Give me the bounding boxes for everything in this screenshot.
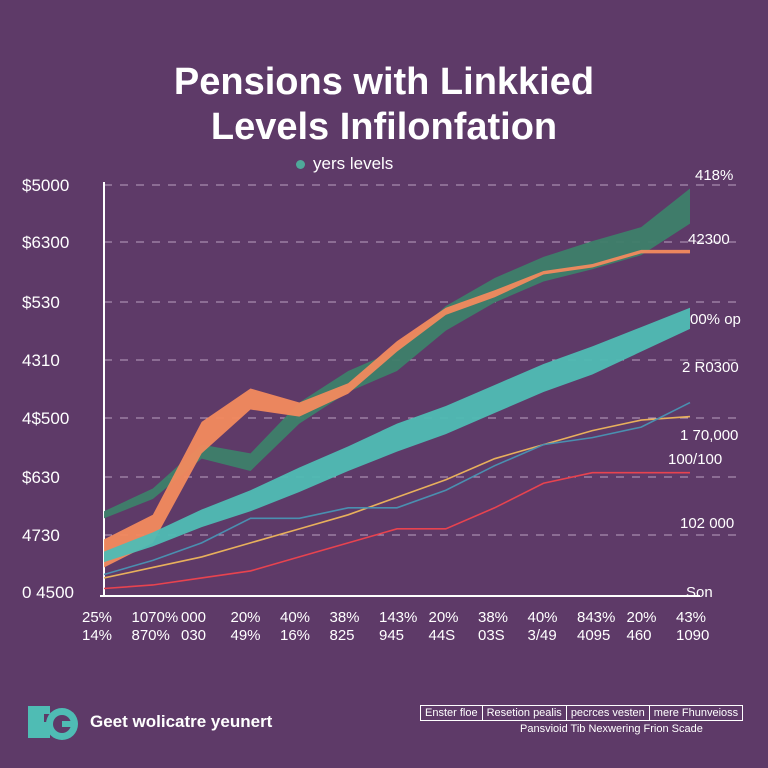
x-tick-label: 14%: [82, 627, 112, 644]
x-tick-label: 1070%: [132, 609, 179, 626]
footer-box-item: mere Fhunveioss: [653, 707, 739, 719]
right-label: 100/100: [668, 451, 722, 468]
footer-subtext: Pansvioid Tib Nexwering Frion Scade: [520, 723, 703, 735]
x-tick-label: 460: [627, 627, 652, 644]
chart-title-line-2: Levels Infilonfation: [210, 106, 558, 148]
x-tick-label: 49%: [231, 627, 261, 644]
logo-text: Geet wolicatre yeunert: [90, 712, 273, 731]
x-tick-label: 030: [181, 627, 206, 644]
y-tick-label: 4310: [22, 351, 60, 370]
footer-box-item: Resetion pealis: [483, 706, 567, 720]
right-label: 418%: [695, 167, 733, 184]
y-tick-label: 4$500: [22, 409, 69, 428]
x-tick-label: 870%: [132, 627, 170, 644]
series-line-red: [103, 471, 690, 590]
x-tick-label: 3/49: [528, 627, 557, 644]
y-tick-label: $630: [22, 468, 60, 487]
right-label: 42300: [688, 231, 730, 248]
y-tick-label: 0 4500: [22, 583, 74, 602]
legend: yers levels: [296, 154, 393, 174]
footer-box-item: Enster floe: [421, 706, 483, 720]
x-tick-label: 43%: [676, 609, 706, 626]
x-tick-label: 16%: [280, 627, 310, 644]
series-line-yellow: [103, 415, 691, 579]
legend-dot-icon: [296, 159, 305, 169]
y-tick-label: 4730: [22, 526, 60, 545]
y-tick-label: $530: [22, 293, 60, 312]
right-label: 1 70,000: [680, 427, 738, 444]
series-line-blue: [103, 401, 691, 576]
x-tick-label: 44S: [429, 627, 456, 644]
x-tick-label: 20%: [429, 609, 459, 626]
x-tick-label: 000: [181, 609, 206, 626]
right-label: 2 R0300: [682, 359, 739, 376]
x-tick-label: 25%: [82, 609, 112, 626]
x-tick-label: 20%: [231, 609, 261, 626]
legend-label: yers levels: [313, 154, 394, 173]
x-tick-label: 825: [330, 627, 355, 644]
right-label: 00% op: [690, 311, 741, 328]
x-tick-label: 1090: [676, 627, 709, 644]
x-tick-label: 20%: [627, 609, 657, 626]
x-tick-label: 03S: [478, 627, 505, 644]
footer-box-item: pecrces vesten: [567, 706, 650, 720]
x-tick-label: 143%: [379, 609, 417, 626]
right-label: 102 000: [680, 515, 734, 532]
y-tick-label: $5000: [22, 176, 69, 195]
x-tick-label: 40%: [280, 609, 310, 626]
chart-title-line-1: Pensions with Linkkied: [173, 61, 595, 103]
logo-mark-icon: [22, 702, 80, 742]
x-tick-label: 945: [379, 627, 404, 644]
series-band-teal: [104, 307, 690, 563]
right-label: Son: [686, 584, 713, 601]
y-tick-label: $6300: [22, 233, 69, 252]
x-tick-label: 4095: [577, 627, 610, 644]
x-tick-label: 38%: [478, 609, 508, 626]
logo: Geet wolicatre yeunert: [22, 702, 272, 742]
x-tick-label: 40%: [528, 609, 558, 626]
x-tick-label: 38%: [330, 609, 360, 626]
x-tick-label: 843%: [577, 609, 615, 626]
footer-box: Enster floe Resetion pealis pecrces vest…: [420, 705, 744, 721]
series-band-orange: [104, 249, 690, 568]
